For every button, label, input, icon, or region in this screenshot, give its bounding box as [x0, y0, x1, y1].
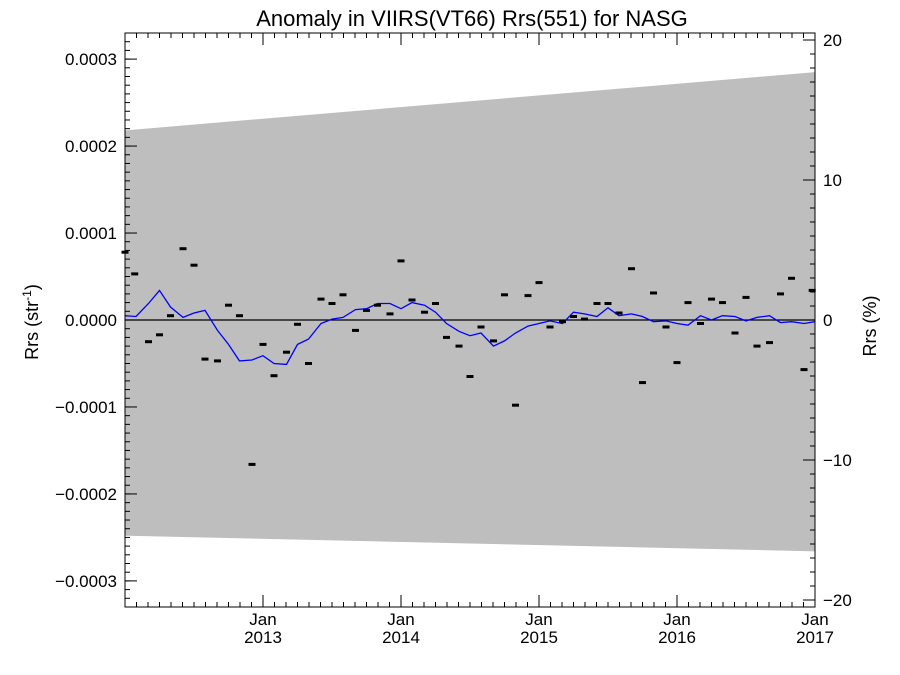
x-tick-year: 2015	[520, 628, 558, 647]
uncertainty-band	[125, 72, 815, 552]
data-point	[352, 328, 359, 332]
data-point	[684, 301, 692, 305]
data-point	[477, 325, 485, 329]
data-point	[201, 357, 209, 361]
left-tick-label: −0.0003	[55, 572, 117, 591]
data-point	[397, 259, 405, 263]
data-point	[559, 320, 566, 324]
data-point	[546, 325, 554, 329]
data-point	[615, 311, 623, 315]
data-point	[294, 322, 301, 326]
data-point	[317, 297, 325, 301]
anomaly-marker-layer	[121, 247, 816, 466]
data-point	[432, 302, 439, 305]
anomaly-line	[124, 289, 816, 366]
x-tick-month: Jan	[249, 610, 276, 629]
data-point	[455, 344, 463, 348]
left-tick-label: 0.0000	[65, 311, 117, 330]
data-point	[408, 298, 416, 302]
right-tick-label: −20	[823, 591, 852, 610]
data-point	[628, 267, 635, 271]
x-tick-month: Jan	[387, 610, 414, 629]
data-point	[443, 335, 450, 339]
data-point	[339, 293, 347, 297]
data-point	[214, 359, 221, 363]
data-point	[466, 375, 474, 378]
data-point	[270, 374, 278, 378]
left-tick-label: −0.0001	[55, 398, 117, 417]
chart-title: Anomaly in VIIRS(VT66) Rrs(551) for NASG	[256, 6, 688, 31]
data-point	[604, 302, 612, 305]
left-tick-label: 0.0001	[65, 224, 117, 243]
data-point	[305, 362, 312, 365]
right-tick-label: 0	[823, 311, 832, 330]
data-point	[512, 403, 519, 407]
x-tick-year: 2017	[796, 628, 834, 647]
left-tick-label: 0.0003	[65, 50, 117, 69]
data-point	[374, 303, 381, 307]
data-point	[131, 272, 139, 276]
x-tick-year: 2016	[658, 628, 696, 647]
data-point	[650, 291, 657, 295]
data-point	[766, 341, 773, 345]
data-point	[800, 368, 808, 372]
data-point	[421, 310, 428, 314]
data-point	[673, 361, 681, 365]
data-point	[524, 294, 532, 298]
data-point	[248, 462, 256, 466]
data-point	[731, 331, 739, 335]
data-point	[697, 322, 704, 325]
data-point	[179, 247, 187, 251]
data-point	[501, 293, 508, 297]
data-point	[581, 317, 588, 321]
data-point	[719, 301, 726, 305]
data-point	[662, 325, 670, 329]
data-point	[225, 303, 232, 307]
data-point	[777, 292, 784, 296]
x-tick-month: Jan	[525, 610, 552, 629]
right-tick-label: 10	[823, 171, 842, 190]
right-tick-label: −10	[823, 451, 852, 470]
data-point	[639, 381, 646, 385]
left-y-axis-label: Rrs (str-1)	[20, 284, 42, 360]
data-point	[490, 339, 497, 343]
x-tick-year: 2013	[244, 628, 282, 647]
data-point	[145, 340, 152, 344]
data-point	[167, 314, 174, 318]
data-point	[190, 263, 198, 267]
x-tick-month: Jan	[663, 610, 690, 629]
data-point	[236, 314, 243, 318]
data-point	[363, 308, 370, 312]
anomaly-line-layer	[124, 289, 816, 366]
right-tick-label: 20	[823, 31, 842, 50]
data-point	[788, 276, 795, 280]
data-point	[708, 297, 715, 301]
x-tick-year: 2014	[382, 628, 420, 647]
data-point	[386, 312, 394, 316]
data-point	[156, 333, 163, 337]
data-point	[593, 302, 601, 305]
right-y-axis-label: Rrs (%)	[860, 296, 880, 357]
data-point	[808, 288, 816, 292]
data-point	[283, 350, 290, 354]
data-point	[753, 344, 761, 348]
uncertainty-band-layer	[125, 72, 815, 552]
data-point	[535, 281, 543, 285]
data-point	[742, 295, 750, 299]
left-tick-label: 0.0002	[65, 137, 117, 156]
right-y-axis: 20 10 0 −10 −20	[803, 31, 852, 610]
left-tick-label: −0.0002	[55, 485, 117, 504]
left-y-axis: 0.0003 0.0002 0.0001 0.0000 −0.0001 −0.0002 −0…	[55, 41, 137, 608]
x-tick-month: Jan	[801, 610, 828, 629]
data-point	[570, 315, 577, 318]
data-point	[328, 302, 336, 305]
data-point	[259, 342, 267, 346]
